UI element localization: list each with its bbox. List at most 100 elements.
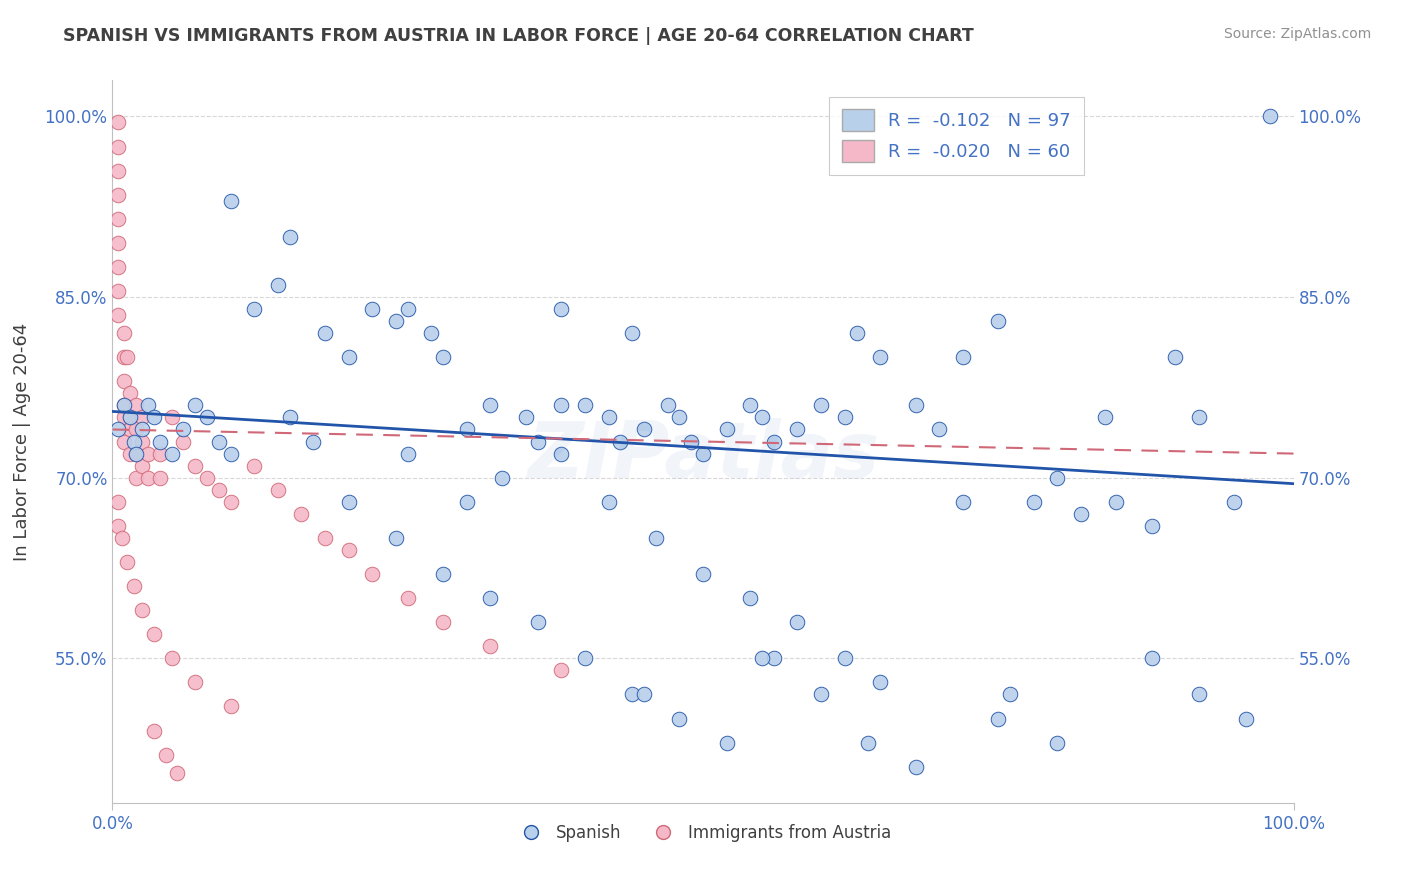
Point xyxy=(998,687,1021,701)
Point xyxy=(125,447,148,461)
Point xyxy=(107,139,129,153)
Point xyxy=(166,765,188,780)
Point xyxy=(834,651,856,665)
Point xyxy=(112,398,135,412)
Point xyxy=(657,398,679,412)
Point xyxy=(526,615,548,630)
Point xyxy=(172,434,194,449)
Point xyxy=(278,230,301,244)
Point xyxy=(120,386,142,401)
Point xyxy=(115,555,138,569)
Point xyxy=(740,591,762,606)
Point xyxy=(122,434,145,449)
Point xyxy=(125,447,148,461)
Point xyxy=(633,423,655,437)
Point xyxy=(120,423,142,437)
Point xyxy=(120,410,142,425)
Point xyxy=(107,494,129,508)
Point xyxy=(219,194,242,208)
Point xyxy=(243,301,266,317)
Point xyxy=(107,519,129,533)
Point xyxy=(112,434,135,449)
Point xyxy=(243,458,266,473)
Point xyxy=(267,483,290,497)
Legend: Spanish, Immigrants from Austria: Spanish, Immigrants from Austria xyxy=(508,817,898,848)
Point xyxy=(385,314,408,328)
Point xyxy=(762,651,785,665)
Point xyxy=(131,410,153,425)
Point xyxy=(952,350,974,364)
Point xyxy=(858,736,880,750)
Point xyxy=(120,447,142,461)
Point xyxy=(136,471,159,485)
Point xyxy=(1140,651,1163,665)
Point xyxy=(112,410,135,425)
Point xyxy=(845,326,868,341)
Point xyxy=(598,494,620,508)
Point xyxy=(195,471,218,485)
Point xyxy=(952,494,974,508)
Point xyxy=(149,447,172,461)
Point xyxy=(184,458,207,473)
Point xyxy=(716,423,738,437)
Point xyxy=(112,375,135,389)
Point xyxy=(644,531,666,545)
Point xyxy=(125,471,148,485)
Point xyxy=(550,447,572,461)
Point xyxy=(574,398,596,412)
Point xyxy=(751,651,773,665)
Point xyxy=(107,115,129,129)
Point xyxy=(107,187,129,202)
Point xyxy=(716,736,738,750)
Point xyxy=(621,687,644,701)
Point xyxy=(1105,494,1128,508)
Point xyxy=(396,591,419,606)
Point xyxy=(681,434,703,449)
Point xyxy=(107,284,129,298)
Point xyxy=(111,531,134,545)
Point xyxy=(456,423,478,437)
Point xyxy=(432,615,454,630)
Point xyxy=(160,447,183,461)
Point xyxy=(112,350,135,364)
Point xyxy=(122,579,145,593)
Point xyxy=(136,447,159,461)
Point xyxy=(621,326,644,341)
Point xyxy=(302,434,325,449)
Point xyxy=(810,398,832,412)
Point xyxy=(219,447,242,461)
Point xyxy=(420,326,443,341)
Point xyxy=(208,483,231,497)
Point xyxy=(491,471,513,485)
Point xyxy=(107,423,129,437)
Point xyxy=(290,507,312,521)
Y-axis label: In Labor Force | Age 20-64: In Labor Force | Age 20-64 xyxy=(13,322,31,561)
Point xyxy=(172,423,194,437)
Point xyxy=(550,664,572,678)
Point xyxy=(432,350,454,364)
Point xyxy=(987,314,1010,328)
Point xyxy=(1258,109,1281,123)
Point xyxy=(107,260,129,274)
Point xyxy=(515,410,537,425)
Point xyxy=(219,699,242,714)
Point xyxy=(869,675,891,690)
Point xyxy=(107,308,129,322)
Point xyxy=(131,458,153,473)
Point xyxy=(762,434,785,449)
Point xyxy=(278,410,301,425)
Point xyxy=(692,567,714,582)
Point xyxy=(131,423,153,437)
Point xyxy=(1046,471,1069,485)
Point xyxy=(155,747,177,762)
Point xyxy=(834,410,856,425)
Point xyxy=(142,627,165,641)
Point xyxy=(786,423,808,437)
Point xyxy=(107,163,129,178)
Text: SPANISH VS IMMIGRANTS FROM AUSTRIA IN LABOR FORCE | AGE 20-64 CORRELATION CHART: SPANISH VS IMMIGRANTS FROM AUSTRIA IN LA… xyxy=(63,27,974,45)
Point xyxy=(668,712,690,726)
Point xyxy=(751,410,773,425)
Point xyxy=(479,591,502,606)
Point xyxy=(160,410,183,425)
Point xyxy=(112,398,135,412)
